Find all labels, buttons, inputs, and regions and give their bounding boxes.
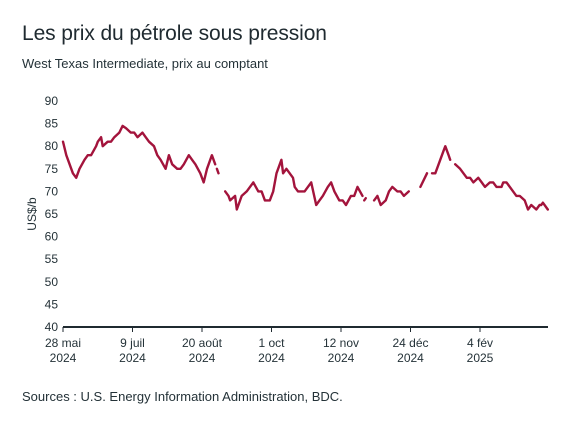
series-line-segment (430, 144, 452, 175)
x-tick-label: 4 fév (467, 336, 493, 350)
series-line-segment (223, 158, 364, 211)
x-tick-year: 2024 (328, 351, 355, 365)
series-line-segment (419, 172, 429, 189)
x-tick-year: 2025 (467, 351, 494, 365)
y-tick-label: 45 (45, 297, 59, 311)
x-tick-label: 12 nov (323, 336, 359, 350)
x-tick-year: 2024 (119, 351, 146, 365)
series-line-segment (454, 163, 549, 211)
x-tick-label: 20 août (182, 336, 223, 350)
y-tick-label: 50 (45, 275, 59, 289)
y-tick-label: 75 (45, 162, 59, 176)
x-tick-year: 2024 (189, 351, 216, 365)
y-tick-label: 80 (45, 139, 59, 153)
x-tick-year: 2024 (50, 351, 77, 365)
y-tick-label: 85 (45, 117, 59, 131)
x-tick-year: 2024 (258, 351, 285, 365)
y-tick-label: 40 (45, 320, 59, 334)
chart-title: Les prix du pétrole sous pression (22, 22, 327, 45)
series-line-segment (61, 124, 217, 184)
series-line-segment (363, 196, 367, 202)
series-line-segment (372, 185, 410, 207)
x-tick-label: 28 mai (45, 336, 81, 350)
y-tick-label: 90 (45, 94, 59, 108)
x-tick-label: 24 déc (392, 336, 428, 350)
x-tick-label: 1 oct (258, 336, 285, 350)
y-tick-label: 65 (45, 207, 59, 221)
chart-subtitle: West Texas Intermediate, prix au comptan… (22, 56, 268, 71)
series-line-segment (215, 167, 220, 175)
x-tick-year: 2024 (397, 351, 424, 365)
y-axis: 40 45 50 55 60 65 70 75 80 85 90 (45, 94, 59, 334)
y-tick-label: 70 (45, 184, 59, 198)
y-tick-label: 60 (45, 230, 59, 244)
y-tick-label: 55 (45, 252, 59, 266)
x-tick-label: 9 juil (120, 336, 145, 350)
y-axis-label: US$/b (25, 197, 39, 231)
source-note: Sources : U.S. Energy Information Admini… (22, 389, 343, 404)
series-wti (61, 124, 549, 211)
